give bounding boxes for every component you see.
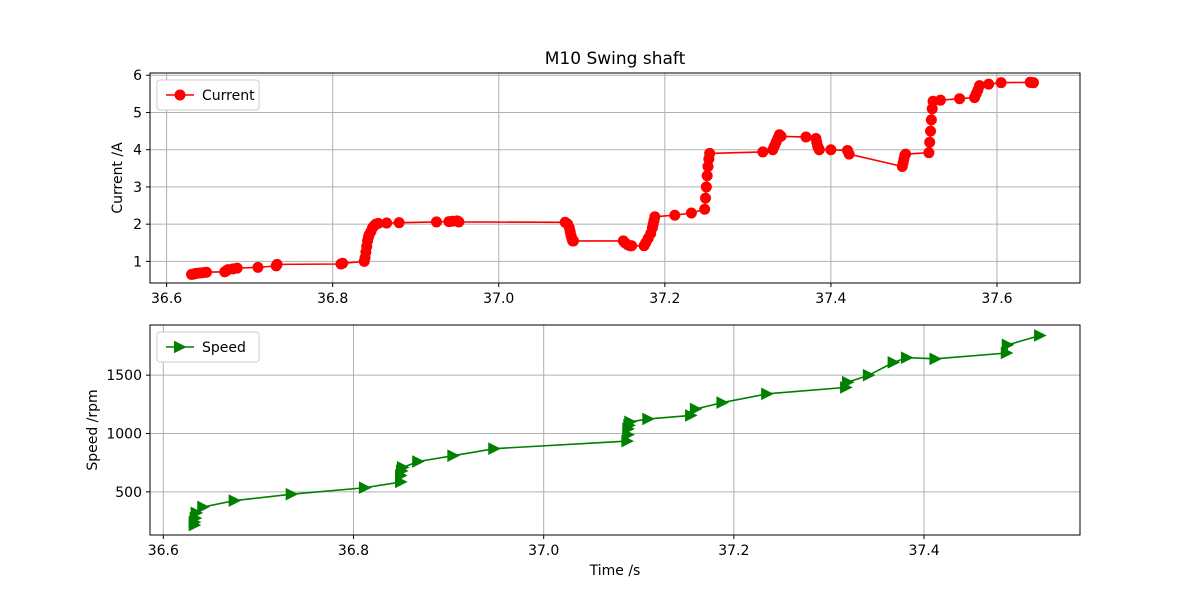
current-data-point [430,216,442,228]
speed-data-point [228,494,242,507]
speed-y-tick-label: 1500 [106,368,142,384]
speed-data-point [190,506,204,520]
speed-data-point [900,351,914,364]
speed-y-axis-label: Speed /rpm [85,389,101,470]
speed-panel: 36.6 36.8 37.0 37.2 37.4 500 1000 1500 Speed /rp… [85,324,1081,579]
speed-legend-marker [174,340,187,354]
current-x-tick-label: 36.8 [317,291,348,307]
current-data-point [381,217,393,229]
current-x-tick-label: 37.2 [649,291,680,307]
current-data-point [649,211,661,223]
current-data-point [923,147,935,159]
current-legend-label: Current [202,88,255,104]
speed-legend-box [156,331,260,363]
current-data-point [700,192,712,204]
current-data-point [924,136,936,148]
current-data-point [1028,77,1039,89]
speed-data-point [642,412,655,426]
current-data-point [393,217,405,229]
speed-y-tick-label: 500 [115,485,142,501]
current-y-tick-label: 3 [133,180,142,196]
speed-y-tick-label: 1000 [106,427,142,443]
speed-data-point [358,481,372,495]
speed-x-tick-label: 37.2 [718,543,749,559]
speed-x-tick-label: 37.4 [908,543,939,559]
current-data-point [995,77,1007,89]
speed-data-point [761,387,774,401]
current-data-point [200,266,212,278]
current-legend-marker [174,89,186,101]
current-data-point [669,209,681,221]
current-y-tick-label: 2 [133,217,142,233]
current-data-point [231,262,243,274]
speed-legend: Speed [156,331,260,363]
current-y-tick-label: 6 [133,68,142,84]
speed-legend-label: Speed [202,340,246,356]
current-x-tick-label: 36.6 [151,291,182,307]
speed-data-point [1001,338,1015,352]
speed-data-point [447,449,460,462]
current-data-point [701,170,713,182]
current-data-point [757,146,769,158]
speed-axes-frame [149,324,1081,536]
current-data-point [900,148,912,160]
current-data-point [935,94,946,106]
current-data-point [252,261,264,273]
current-data-point [800,131,812,143]
speed-x-tick-label: 36.8 [338,543,369,559]
current-legend-box [156,79,260,111]
speed-data-point [396,461,410,474]
current-data-point [700,181,712,193]
current-data-point [271,258,283,270]
current-data-point [685,207,697,219]
current-legend: Current [156,79,260,111]
current-x-tick-label: 37.4 [815,291,846,307]
current-data-point [775,130,787,142]
current-data-point [843,148,855,160]
speed-data-point [285,487,299,501]
current-axes-frame [149,72,1081,284]
speed-data-point [197,500,210,514]
speed-x-tick-label: 37.0 [528,543,559,559]
current-data-point [813,144,825,156]
current-plot-area [150,73,1080,283]
current-data-point [925,125,937,137]
current-data-point [825,144,837,156]
speed-data-point [1000,346,1014,360]
current-data-point [337,257,349,269]
current-y-tick-label: 5 [133,105,142,121]
current-y-tick-label: 1 [133,254,142,270]
current-data-point [974,80,986,92]
current-y-axis-label: Current /A [110,142,126,214]
current-x-tick-label: 37.0 [483,291,514,307]
speed-data-point [1034,329,1047,342]
current-x-tick-label: 37.6 [981,291,1012,307]
speed-plot-area [150,325,1080,535]
speed-x-tick-label: 36.6 [148,543,179,559]
speed-data-point [862,368,876,382]
speed-data-point [929,352,943,366]
current-data-point [925,114,937,126]
current-data-point [453,216,465,228]
speed-x-axis-label: Time /s [589,563,641,579]
speed-data-point [488,442,501,455]
speed-data-point [841,375,855,389]
figure-title: M10 Swing shaft [545,49,686,69]
speed-data-point [887,356,901,369]
current-data-point [567,235,579,247]
speed-data-point [689,402,703,416]
current-panel: 36.6 36.8 37.0 37.2 37.4 37.6 1 2 3 4 5 6 Current /A… [110,68,1081,307]
current-y-tick-label: 4 [133,143,142,159]
current-data-point [699,203,711,215]
speed-data-point [716,396,730,409]
current-data-point [626,240,638,252]
current-data-point [704,147,716,159]
speed-data-point [624,415,637,429]
current-data-point [983,78,995,90]
speed-data-point [412,455,425,468]
current-data-point [954,93,966,105]
